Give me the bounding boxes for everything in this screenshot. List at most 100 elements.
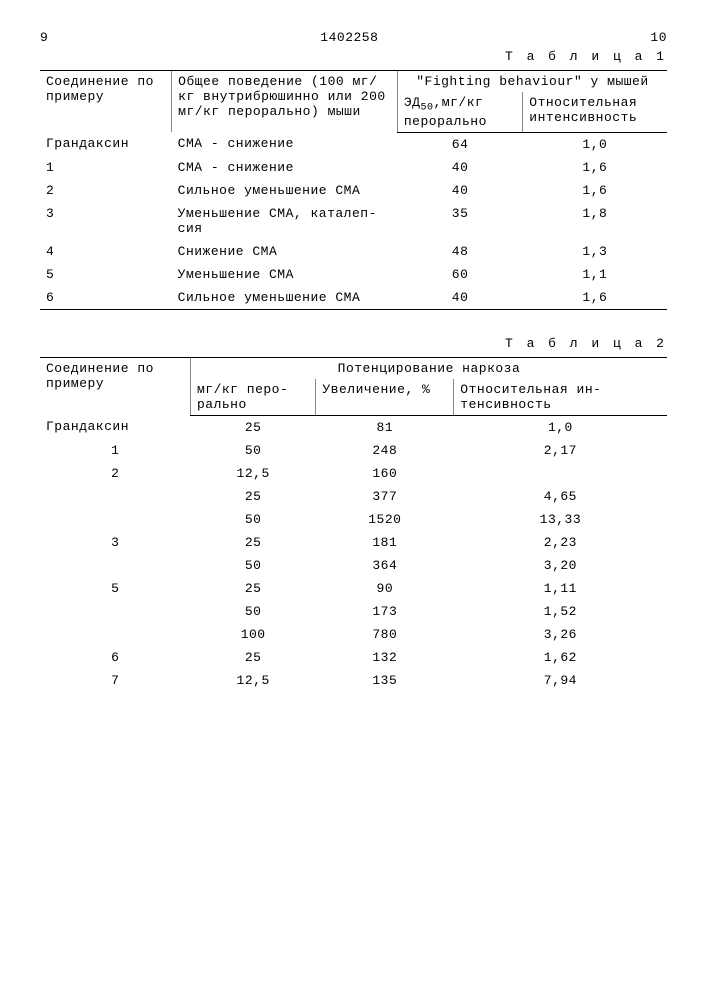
cell-increase: 1520 xyxy=(316,508,454,531)
table-row: Грандаксин25811,0 xyxy=(40,415,667,439)
cell-behaviour: СМА - снижение xyxy=(172,156,398,179)
cell-dose: 12,5 xyxy=(190,669,315,692)
cell-compound: 1 xyxy=(40,439,190,462)
cell-compound: 5 xyxy=(40,577,190,600)
cell-compound: Грандаксин xyxy=(40,132,172,156)
cell-compound: 2 xyxy=(40,179,172,202)
cell-intensity: 1,1 xyxy=(523,263,667,286)
cell-compound: 1 xyxy=(40,156,172,179)
table-row: 253774,65 xyxy=(40,485,667,508)
cell-intensity: 7,94 xyxy=(454,669,667,692)
table2-caption: Т а б л и ц а 2 xyxy=(40,336,667,351)
cell-dose: 50 xyxy=(190,600,315,623)
cell-increase: 90 xyxy=(316,577,454,600)
page-number-right: 10 xyxy=(650,30,667,45)
cell-increase: 377 xyxy=(316,485,454,508)
cell-compound xyxy=(40,600,190,623)
cell-compound xyxy=(40,623,190,646)
table-row: 6Сильное уменьшение СМА401,6 xyxy=(40,286,667,310)
cell-compound xyxy=(40,554,190,577)
cell-increase: 132 xyxy=(316,646,454,669)
t1-col-ed50: ЭД50,мг/кг перорально xyxy=(397,92,522,132)
cell-increase: 81 xyxy=(316,415,454,439)
cell-compound xyxy=(40,508,190,531)
cell-intensity: 1,0 xyxy=(454,415,667,439)
cell-intensity: 2,17 xyxy=(454,439,667,462)
table-row: 212,5160 xyxy=(40,462,667,485)
cell-compound: Грандаксин xyxy=(40,415,190,439)
cell-intensity: 1,11 xyxy=(454,577,667,600)
cell-increase: 181 xyxy=(316,531,454,554)
cell-behaviour: Уменьшение СМА xyxy=(172,263,398,286)
cell-intensity: 3,26 xyxy=(454,623,667,646)
cell-increase: 160 xyxy=(316,462,454,485)
cell-compound: 4 xyxy=(40,240,172,263)
cell-intensity: 13,33 xyxy=(454,508,667,531)
table-row: 6251321,62 xyxy=(40,646,667,669)
t2-col-group: Потенцирование наркоза xyxy=(190,357,667,379)
cell-increase: 248 xyxy=(316,439,454,462)
cell-behaviour: Уменьшение СМА, каталеп­сия xyxy=(172,202,398,240)
cell-dose: 50 xyxy=(190,554,315,577)
cell-compound xyxy=(40,485,190,508)
cell-ed50: 35 xyxy=(397,202,522,240)
cell-ed50: 40 xyxy=(397,179,522,202)
table-row: 501731,52 xyxy=(40,600,667,623)
cell-compound: 7 xyxy=(40,669,190,692)
cell-intensity: 1,8 xyxy=(523,202,667,240)
t2-col-compound: Соединение по примеру xyxy=(40,357,190,415)
cell-behaviour: Сильное уменьшение СМА xyxy=(172,179,398,202)
cell-compound: 2 xyxy=(40,462,190,485)
t2-col-dose: мг/кг перо­рально xyxy=(190,379,315,416)
table-row: 50152013,33 xyxy=(40,508,667,531)
table-row: 2Сильное уменьшение СМА401,6 xyxy=(40,179,667,202)
table-row: 3Уменьшение СМА, каталеп­сия351,8 xyxy=(40,202,667,240)
table2: Соединение по примеру Потенцирование нар… xyxy=(40,357,667,692)
cell-dose: 25 xyxy=(190,577,315,600)
table-row: 712,51357,94 xyxy=(40,669,667,692)
t1-col-intensity: Относитель­ная интенсив­ность xyxy=(523,92,667,132)
cell-dose: 25 xyxy=(190,485,315,508)
table-row: 5Уменьшение СМА601,1 xyxy=(40,263,667,286)
cell-intensity: 2,23 xyxy=(454,531,667,554)
cell-dose: 25 xyxy=(190,531,315,554)
cell-dose: 50 xyxy=(190,508,315,531)
cell-ed50: 40 xyxy=(397,156,522,179)
cell-compound: 6 xyxy=(40,286,172,310)
cell-intensity xyxy=(454,462,667,485)
cell-intensity: 4,65 xyxy=(454,485,667,508)
cell-dose: 100 xyxy=(190,623,315,646)
cell-dose: 12,5 xyxy=(190,462,315,485)
cell-increase: 780 xyxy=(316,623,454,646)
cell-increase: 173 xyxy=(316,600,454,623)
cell-behaviour: Снижение СМА xyxy=(172,240,398,263)
cell-behaviour: Сильное уменьшение СМА xyxy=(172,286,398,310)
table-row: 4Снижение СМА481,3 xyxy=(40,240,667,263)
table-row: 3251812,23 xyxy=(40,531,667,554)
cell-compound: 3 xyxy=(40,531,190,554)
table1-caption: Т а б л и ц а 1 xyxy=(40,49,667,64)
cell-ed50: 48 xyxy=(397,240,522,263)
cell-compound: 3 xyxy=(40,202,172,240)
cell-intensity: 1,3 xyxy=(523,240,667,263)
cell-ed50: 40 xyxy=(397,286,522,310)
cell-intensity: 1,52 xyxy=(454,600,667,623)
t1-col-behaviour: Общее поведение (100 мг/кг внутри­брюшин… xyxy=(172,71,398,133)
cell-compound: 5 xyxy=(40,263,172,286)
t2-col-intensity: Относительная ин­тенсивность xyxy=(454,379,667,416)
t1-ed50-pre: ЭД xyxy=(404,95,421,110)
cell-compound: 6 xyxy=(40,646,190,669)
t1-col-compound: Соединение по примеру xyxy=(40,71,172,133)
t2-col-increase: Увеличение, % xyxy=(316,379,454,416)
table-row: 1СМА - снижение401,6 xyxy=(40,156,667,179)
table1: Соединение по примеру Общее поведение (1… xyxy=(40,70,667,310)
cell-increase: 135 xyxy=(316,669,454,692)
cell-dose: 25 xyxy=(190,415,315,439)
t1-col-fighting-group: "Fighting behaviour" у мышей xyxy=(397,71,667,93)
page-header: 9 1402258 10 xyxy=(40,30,667,45)
cell-ed50: 60 xyxy=(397,263,522,286)
table-row: 1502482,17 xyxy=(40,439,667,462)
cell-intensity: 3,20 xyxy=(454,554,667,577)
cell-increase: 364 xyxy=(316,554,454,577)
table-row: ГрандаксинСМА - снижение641,0 xyxy=(40,132,667,156)
